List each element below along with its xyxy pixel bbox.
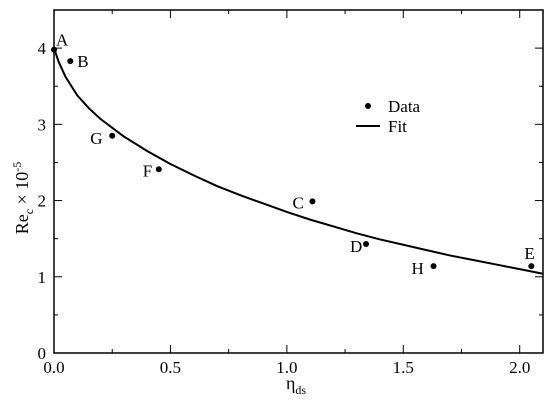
y-axis-label-mid: × 10 [12,172,32,209]
data-point-label-a: A [56,31,69,50]
x-axis-label-sub: ds [295,383,306,397]
legend: Data Fit [356,97,421,136]
data-point-label-h: H [412,259,424,278]
y-axis-label-sub: c [22,209,36,214]
data-point-label-g: G [90,129,102,148]
data-point-label-b: B [77,52,88,71]
legend-dot-symbol [365,103,371,109]
x-tick-label: 0.5 [160,358,181,377]
legend-label-data: Data [388,97,421,116]
x-axis-label-base: η [286,373,295,393]
data-point-e [528,263,535,270]
plot-frame [53,9,544,354]
x-tick-label: 2.0 [509,358,530,377]
data-point-h [430,263,437,270]
data-points-layer: AB G F C D H E [51,31,535,278]
x-axis-label: ηds [286,373,306,397]
y-tick-label: 3 [38,115,47,134]
y-axis-label-base: Re [12,214,32,234]
axis-ticks: 0.0 0.5 1.0 1.5 2.0 0 1 2 3 4 [38,9,543,377]
y-axis-label: Rec × 10-5 [10,162,36,234]
data-point-g [109,132,116,139]
y-axis-label-sup: -5 [10,162,24,172]
data-point-label-e: E [524,244,534,263]
y-tick-label: 4 [38,39,47,58]
fit-curve [53,47,544,275]
plot-border [53,9,544,354]
data-point-label-c: C [292,193,303,212]
data-point-d [363,241,370,248]
data-point-label-d: D [350,237,362,256]
y-tick-label: 1 [38,268,47,287]
x-tick-label: 1.5 [393,358,414,377]
legend-label-fit: Fit [388,117,407,136]
y-tick-label: 0 [38,344,47,363]
data-point-b [67,58,74,65]
x-tick-label: 1.0 [276,358,297,377]
x-tick-label: 0.0 [43,358,64,377]
data-point-c [309,198,316,205]
y-tick-label: 2 [38,192,47,211]
data-point-a [51,46,57,53]
fit-curve-layer [53,47,544,275]
data-point-label-f: F [143,161,152,180]
data-point-f [155,166,162,173]
